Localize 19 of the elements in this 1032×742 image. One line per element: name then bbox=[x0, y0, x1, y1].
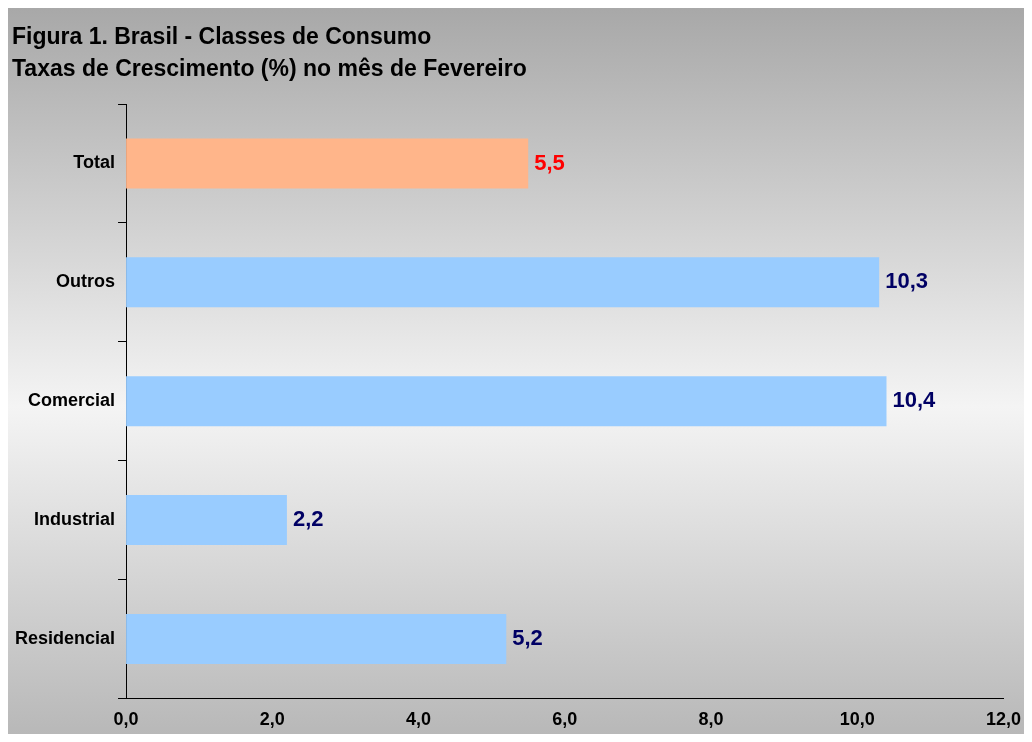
x-tick-label: 12,0 bbox=[985, 709, 1022, 730]
data-label: 10,3 bbox=[885, 268, 929, 294]
y-tick-label: Outros bbox=[56, 271, 116, 292]
data-label: 2,2 bbox=[292, 506, 324, 532]
y-tick-label: Total bbox=[73, 152, 116, 173]
data-label: 10,4 bbox=[892, 387, 937, 413]
x-tick-label: 2,0 bbox=[259, 709, 285, 730]
x-tick-label: 8,0 bbox=[698, 709, 724, 730]
chart-subtitle: Taxas de Crescimento (%) no mês de Fevereiro bbox=[12, 54, 527, 83]
data-label: 5,2 bbox=[512, 625, 543, 651]
data-label: 5,5 bbox=[534, 149, 565, 175]
chart-title: Figura 1. Brasil - Classes de Consumo bbox=[12, 22, 433, 51]
x-tick-label: 6,0 bbox=[552, 709, 578, 730]
x-tick-label: 0,0 bbox=[113, 709, 139, 730]
x-tick-label: 4,0 bbox=[406, 709, 432, 730]
y-tick-label: Residencial bbox=[15, 627, 116, 648]
y-tick-label: Industrial bbox=[34, 509, 116, 530]
x-tick-label: 10,0 bbox=[839, 709, 875, 730]
y-tick-label: Comercial bbox=[28, 390, 116, 411]
